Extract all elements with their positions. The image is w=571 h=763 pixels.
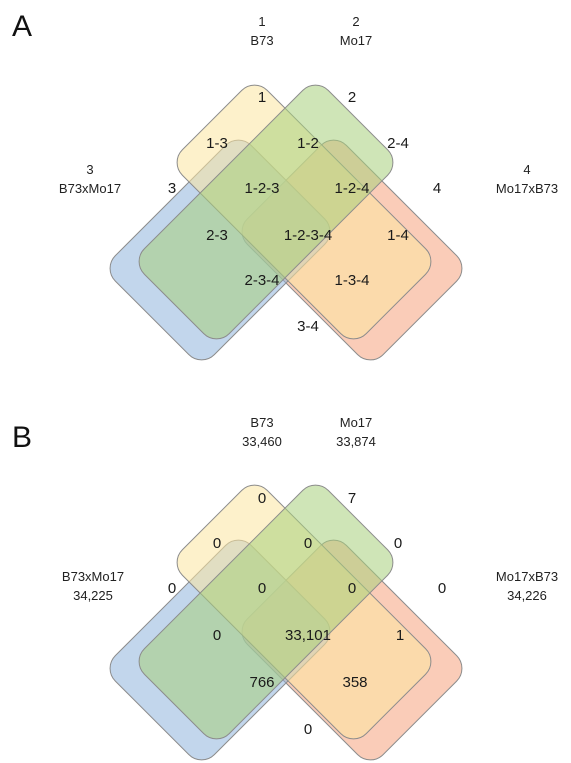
region-count-2-4: 0 bbox=[394, 535, 402, 552]
region-label-1-3: 1-3 bbox=[206, 135, 228, 152]
set-4-label-line1: 4 bbox=[523, 162, 530, 177]
region-count-4: 0 bbox=[438, 580, 446, 597]
region-label-1-2-3-4: 1-2-3-4 bbox=[284, 227, 332, 244]
region-count-2-3: 0 bbox=[213, 627, 221, 644]
set-1-shape bbox=[138, 84, 394, 340]
set-b73xmo17-label-count: 34,225 bbox=[73, 588, 113, 603]
venn-a-shapes bbox=[109, 84, 463, 361]
region-count-1-2: 0 bbox=[304, 535, 312, 552]
panel-letter-a: A bbox=[12, 10, 32, 43]
region-count-2-3-4: 766 bbox=[249, 674, 274, 691]
region-label-3-4: 3-4 bbox=[297, 318, 319, 335]
panel-a: A 1 B73 2 Mo17 3 B73xMo17 4 Mo17xB73 1 2… bbox=[12, 10, 558, 361]
panel-b: B B73 33,460 Mo17 33,874 B73xMo17 34,225… bbox=[12, 415, 558, 761]
set-3-label-line1: 3 bbox=[86, 162, 93, 177]
region-label-2-3-4: 2-3-4 bbox=[244, 272, 279, 289]
region-label-1-2-3: 1-2-3 bbox=[244, 180, 279, 197]
region-count-2: 7 bbox=[348, 490, 356, 507]
set-4-label-line2: Mo17xB73 bbox=[496, 181, 558, 196]
venn-a-region-labels: 1 2 1-3 1-2 2-4 3 1-2-3 1-2-4 4 2-3 1-2-… bbox=[168, 89, 441, 335]
set-b73-label-count: 33,460 bbox=[242, 434, 282, 449]
venn-b-shapes bbox=[109, 484, 463, 761]
set-1-label-line2: B73 bbox=[250, 33, 273, 48]
set-1-label-line1: 1 bbox=[258, 14, 265, 29]
region-label-3: 3 bbox=[168, 180, 176, 197]
region-count-1: 0 bbox=[258, 490, 266, 507]
set-mo17-label-name: Mo17 bbox=[340, 415, 373, 430]
region-count-1-3: 0 bbox=[213, 535, 221, 552]
venn-b-region-labels: 0 7 0 0 0 0 0 0 0 0 33,101 1 766 358 0 bbox=[168, 490, 446, 738]
region-label-4: 4 bbox=[433, 180, 441, 197]
set-mo17-label-count: 33,874 bbox=[336, 434, 376, 449]
region-count-3: 0 bbox=[168, 580, 176, 597]
region-label-1: 1 bbox=[258, 89, 266, 106]
region-count-1-3-4: 358 bbox=[342, 674, 367, 691]
set-b73-shape bbox=[138, 484, 394, 740]
region-label-1-2-4: 1-2-4 bbox=[334, 180, 369, 197]
region-count-1-2-3: 0 bbox=[258, 580, 266, 597]
set-2-label-line2: Mo17 bbox=[340, 33, 373, 48]
set-b73-label-name: B73 bbox=[250, 415, 273, 430]
region-count-1-2-3-4: 33,101 bbox=[285, 627, 331, 644]
set-b73xmo17-label-name: B73xMo17 bbox=[62, 569, 124, 584]
region-label-1-3-4: 1-3-4 bbox=[334, 272, 369, 289]
set-mo17xb73-label-count: 34,226 bbox=[507, 588, 547, 603]
region-label-2-4: 2-4 bbox=[387, 135, 409, 152]
region-label-1-4: 1-4 bbox=[387, 227, 409, 244]
set-2-label-line1: 2 bbox=[352, 14, 359, 29]
region-count-1-4: 1 bbox=[396, 627, 404, 644]
panel-letter-b: B bbox=[12, 421, 32, 454]
region-count-3-4: 0 bbox=[304, 721, 312, 738]
set-mo17xb73-label-name: Mo17xB73 bbox=[496, 569, 558, 584]
region-label-1-2: 1-2 bbox=[297, 135, 319, 152]
region-label-2-3: 2-3 bbox=[206, 227, 228, 244]
region-count-1-2-4: 0 bbox=[348, 580, 356, 597]
set-3-label-line2: B73xMo17 bbox=[59, 181, 121, 196]
region-label-2: 2 bbox=[348, 89, 356, 106]
